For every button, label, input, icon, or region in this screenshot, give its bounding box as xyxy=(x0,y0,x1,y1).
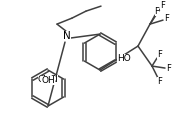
Text: F: F xyxy=(157,77,162,86)
Text: F: F xyxy=(157,50,161,59)
Text: F: F xyxy=(164,14,169,23)
Text: N: N xyxy=(63,31,71,41)
Text: F: F xyxy=(160,1,165,10)
Text: F: F xyxy=(155,7,159,16)
Text: OH: OH xyxy=(41,76,55,84)
Text: F: F xyxy=(167,64,171,73)
Text: Cl: Cl xyxy=(49,74,58,84)
Text: Cl: Cl xyxy=(38,74,47,84)
Text: HO: HO xyxy=(117,54,131,63)
